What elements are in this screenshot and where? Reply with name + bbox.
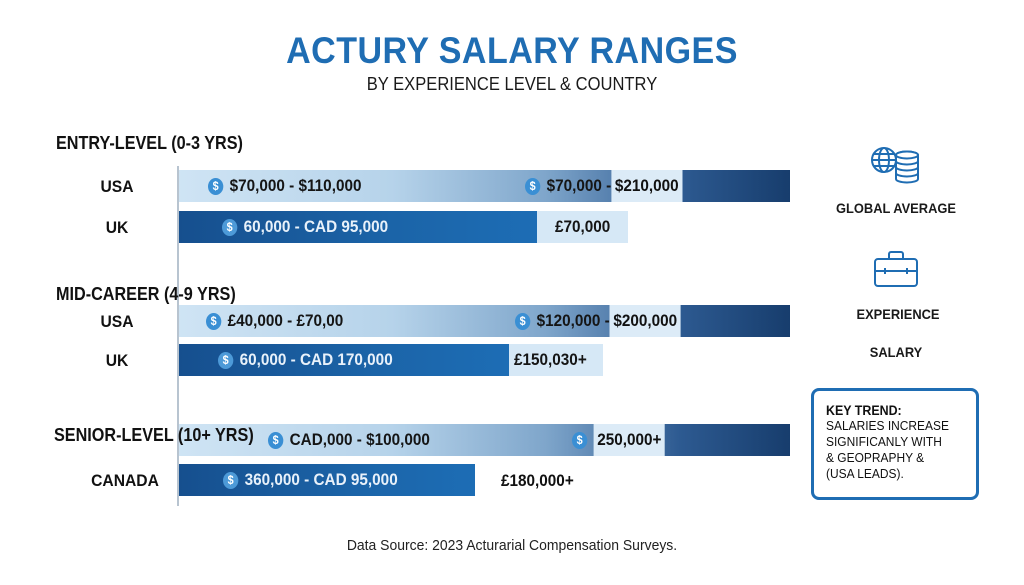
range-highlight: $200,000 (609, 305, 681, 337)
section-label-entry: ENTRY-LEVEL (0-3 YRS) (56, 133, 243, 153)
bar-usa-entry: $ $70,000 - $110,000 $ $70,000 - $210,00… (178, 170, 790, 202)
range-text: 60,000 - CAD 95,000 (243, 217, 389, 236)
range-text: $70,000 - (546, 176, 612, 195)
dollar-coin-icon: $ (208, 177, 224, 195)
bar-uk-entry-end: £70,000 (537, 211, 628, 243)
range-text: £40,000 - £70,00 (227, 311, 344, 330)
key-trend-title: KEY TREND: (826, 403, 902, 418)
legend-global-average: GLOBAL AVERAGE (835, 200, 956, 216)
key-trend-box: KEY TREND: SALARIES INCREASE SIGNIFICANL… (811, 388, 979, 500)
dollar-coin-icon: $ (572, 431, 588, 449)
key-trend-line: SALARIES INCREASE (826, 418, 949, 433)
bar-label-left: $ 360,000 - CAD 95,000 (223, 464, 398, 496)
chart-subtitle: BY EXPERIENCE LEVEL & COUNTRY (366, 74, 658, 94)
bar-usa-mid: $ £40,000 - £70,00 $ $120,000 - $200,000 (178, 305, 790, 337)
range-text: 360,000 - CAD 95,000 (244, 470, 398, 489)
range-text: $70,000 - $110,000 (229, 176, 362, 195)
bar-label-left: $ CAD,000 - $100,000 (268, 424, 430, 456)
bar-uk-entry: $ 60,000 - CAD 95,000 (178, 211, 537, 243)
legend-salary: SALARY (869, 344, 923, 360)
globe-coins-icon (869, 145, 921, 190)
y-axis-line (177, 166, 179, 506)
chart-title: ACTURY SALARY RANGES (286, 30, 738, 71)
country-label-canada: CANADA (91, 471, 159, 490)
bar-label-left: $ 60,000 - CAD 95,000 (222, 211, 388, 243)
bar-label-right: $ 250,000+ (572, 424, 666, 456)
key-trend-line: & GEOPRAPHY & (826, 450, 925, 465)
bar-label-left: $ $70,000 - $110,000 (208, 170, 361, 202)
range-text: $120,000 - (536, 311, 610, 330)
section-label-senior: SENIOR-LEVEL (10+ YRS) (54, 425, 254, 445)
key-trend-line: (USA LEADS). (826, 466, 904, 481)
range-highlight: $210,000 (611, 170, 683, 202)
country-label-usa-entry: USA (100, 177, 134, 196)
bar-uk-mid: $ 60,000 - CAD 170,000 (178, 344, 509, 376)
bar-end-value: £70,000 (555, 217, 611, 236)
bar-senior-top: $ CAD,000 - $100,000 $ 250,000+ (178, 424, 790, 456)
data-source-footer: Data Source: 2023 Acturarial Compensatio… (346, 537, 678, 554)
bar-label-right: $ $70,000 - $210,000 (525, 170, 683, 202)
section-label-mid: MID-CAREER (4-9 YRS) (56, 284, 236, 304)
country-label-uk-entry: UK (105, 218, 129, 237)
legend-experience: EXPERIENCE (856, 306, 940, 322)
bar-label-right: $ $120,000 - $200,000 (515, 305, 681, 337)
bar-label-left: $ £40,000 - £70,00 (206, 305, 343, 337)
dollar-coin-icon: $ (525, 177, 541, 195)
key-trend-line: SIGNIFICANLY WITH (826, 434, 942, 449)
briefcase-icon (873, 250, 919, 293)
bar-canada-senior: $ 360,000 - CAD 95,000 (178, 464, 475, 496)
dollar-coin-icon: $ (222, 218, 238, 236)
range-text: 60,000 - CAD 170,000 (239, 350, 393, 369)
bar-uk-mid-end: £150,030+ (509, 344, 603, 376)
dollar-coin-icon: $ (206, 312, 222, 330)
dollar-coin-icon: $ (218, 351, 234, 369)
dollar-coin-icon: $ (268, 431, 284, 449)
range-text: CAD,000 - $100,000 (289, 430, 430, 449)
dollar-coin-icon: $ (223, 471, 239, 489)
country-label-uk-mid: UK (105, 351, 129, 370)
bar-end-value-canada: £180,000+ (501, 471, 574, 490)
bar-end-value: £150,030+ (514, 350, 587, 369)
range-highlight: 250,000+ (593, 424, 666, 456)
dollar-coin-icon: $ (515, 312, 531, 330)
bar-label-left: $ 60,000 - CAD 170,000 (218, 344, 393, 376)
country-label-usa-mid: USA (100, 312, 134, 331)
